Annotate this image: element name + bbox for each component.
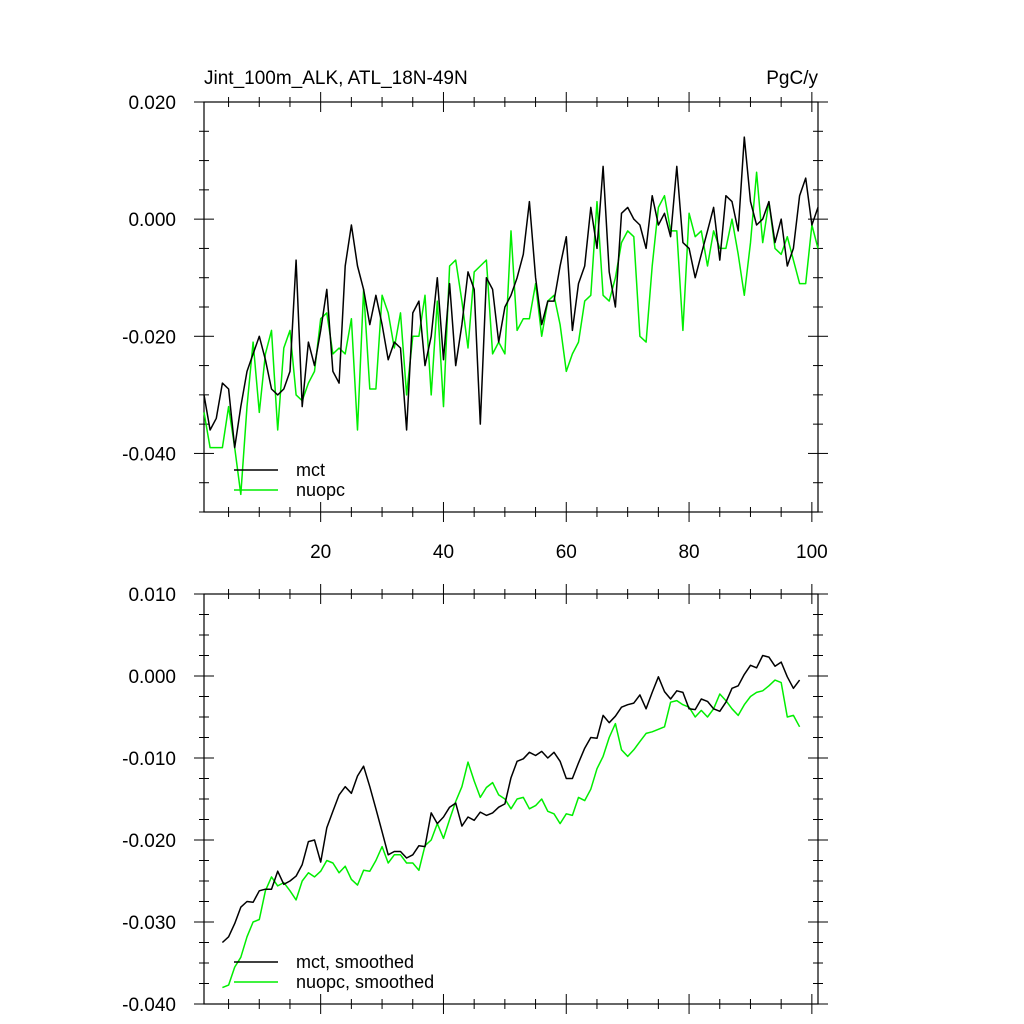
y-tick-label: 0.000 [128,210,176,231]
y-tick-label: -0.020 [122,327,176,348]
y-tick-label: 0.010 [128,585,176,606]
y-tick-label: -0.040 [122,995,176,1016]
x-tick-label: 40 [433,542,454,563]
x-tick-label: 60 [556,542,577,563]
series-line-mct-smoothed [221,654,801,944]
bottom-panel-y-tick-labels: 0.010 0.000 -0.010 -0.020 -0.030 -0.040 [122,585,176,1016]
series-line-mct [203,136,819,449]
series-line-nuopc-smoothed [222,679,801,989]
top-panel-series [203,136,819,496]
legend-label-nuopc-smoothed: nuopc, smoothed [296,972,434,992]
top-panel-ticks [194,92,828,522]
y-tick-label: 0.020 [128,93,176,114]
top-panel-legend: mct nuopc [234,460,345,500]
top-panel-units: PgC/y [766,68,818,89]
top-panel: Jint_100m_ALK, ATL_18N-49N PgC/y 0.0200.… [122,68,828,563]
top-panel-title: Jint_100m_ALK, ATL_18N-49N [204,68,468,89]
x-tick-label: 20 [310,542,331,563]
series-line-nuopc [203,171,819,496]
bottom-panel-ticks [194,584,828,1014]
legend-label-mct: mct [296,460,325,480]
y-tick-label: -0.010 [122,749,176,770]
x-tick-label: 80 [678,542,699,563]
bottom-panel-frame [203,593,819,1005]
y-tick-label: -0.030 [122,913,176,934]
bottom-panel-series [221,654,801,989]
x-tick-label: 100 [796,542,828,563]
bottom-panel-legend: mct, smoothed nuopc, smoothed [234,952,434,992]
legend-label-nuopc: nuopc [296,480,345,500]
top-panel-x-tick-labels: 20 40 60 80 100 [310,542,828,563]
y-tick-label: -0.020 [122,831,176,852]
y-tick-label: -0.040 [122,444,176,465]
legend-label-mct-smoothed: mct, smoothed [296,952,414,972]
top-panel-y-tick-labels: 0.020 0.000 -0.020 -0.040 [122,93,176,465]
top-panel-frame [203,101,819,513]
bottom-panel: 0.010 0.000 -0.010 -0.020 -0.030 -0.040 mct, … [122,584,828,1016]
y-tick-label: 0.000 [128,667,176,688]
